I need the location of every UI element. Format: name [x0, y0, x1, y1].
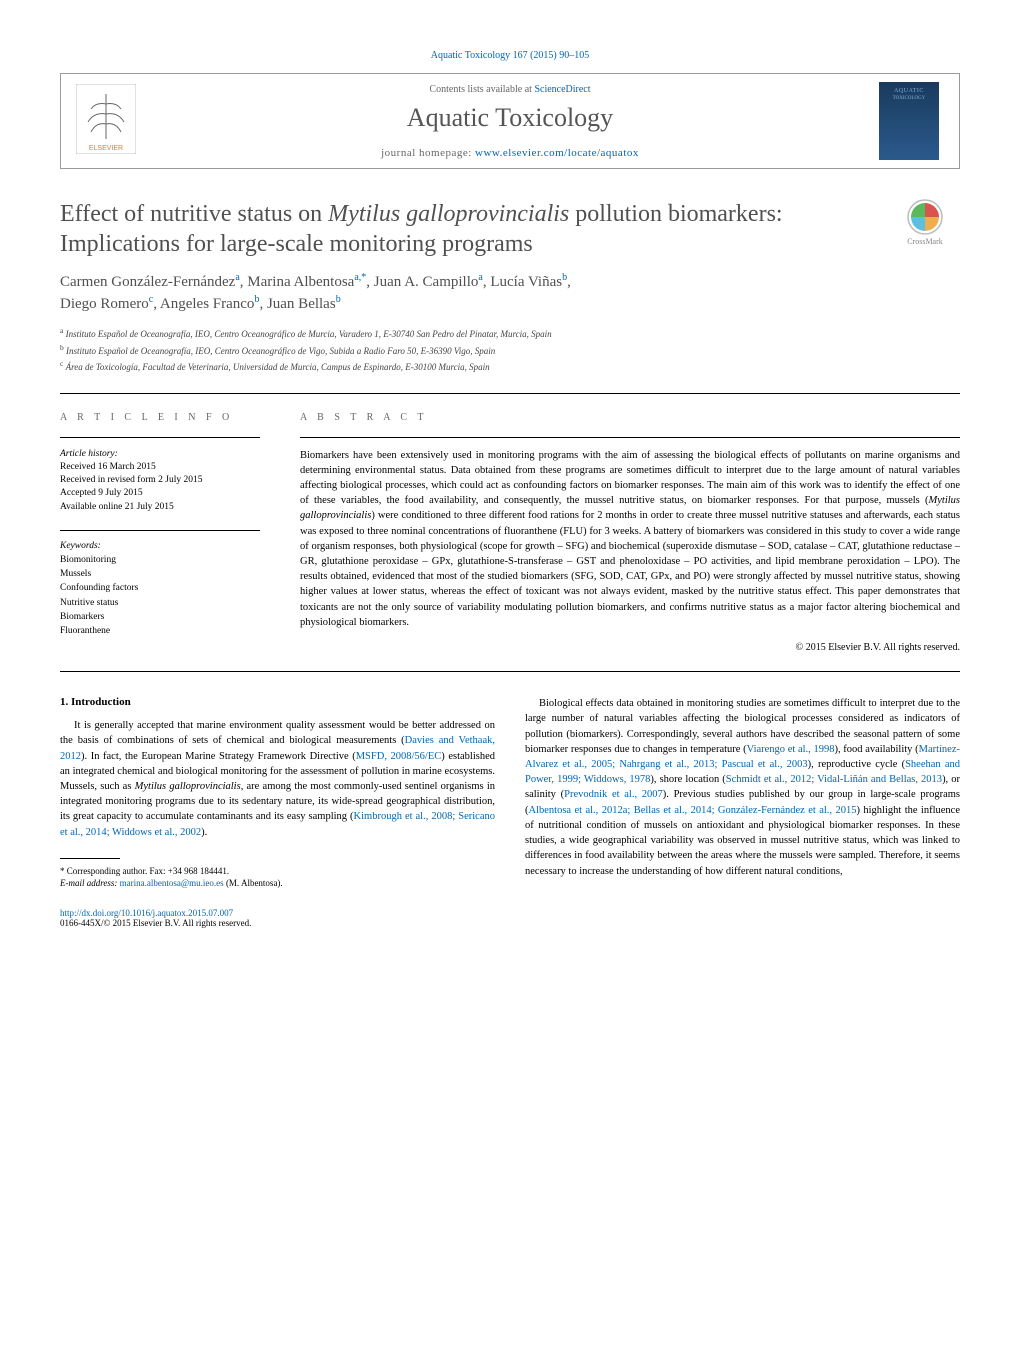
- copyright: © 2015 Elsevier B.V. All rights reserved…: [300, 642, 960, 653]
- divider: [60, 393, 960, 394]
- email-link[interactable]: marina.albentosa@mu.ieo.es: [120, 878, 224, 888]
- affiliations: a Instituto Español de Oceanografía, IEO…: [60, 325, 960, 375]
- article-info-heading: a r t i c l e i n f o: [60, 412, 260, 423]
- abstract-heading: a b s t r a c t: [300, 412, 960, 423]
- divider: [60, 437, 260, 438]
- intro-right-text: Biological effects data obtained in moni…: [525, 696, 960, 879]
- divider: [300, 437, 960, 438]
- doi-link[interactable]: http://dx.doi.org/10.1016/j.aquatox.2015…: [60, 908, 233, 918]
- abstract-text: Biomarkers have been extensively used in…: [300, 448, 960, 631]
- crossmark-label: CrossMark: [890, 237, 960, 246]
- sciencedirect-link[interactable]: ScienceDirect: [534, 84, 590, 95]
- svg-text:ELSEVIER: ELSEVIER: [89, 145, 123, 152]
- authors: Carmen González-Fernándeza, Marina Alben…: [60, 271, 960, 315]
- publisher-logo-cell: ELSEVIER: [61, 84, 151, 159]
- article-history: Article history: Received 16 March 2015 …: [60, 448, 260, 514]
- elsevier-logo-icon: ELSEVIER: [76, 84, 136, 154]
- journal-cover-icon: [879, 82, 939, 160]
- homepage-line: journal homepage: www.elsevier.com/locat…: [151, 147, 869, 159]
- citation-link[interactable]: Schmidt et al., 2012; Vidal-Liñán and Be…: [726, 774, 942, 785]
- footnote-divider: [60, 858, 120, 859]
- doi-block: http://dx.doi.org/10.1016/j.aquatox.2015…: [60, 908, 495, 928]
- citation-link[interactable]: Viarengo et al., 1998: [747, 744, 835, 755]
- keywords-block: Keywords: Biomonitoring Mussels Confound…: [60, 541, 260, 639]
- contents-available-line: Contents lists available at ScienceDirec…: [151, 84, 869, 95]
- header-citation: Aquatic Toxicology 167 (2015) 90–105: [60, 50, 960, 61]
- header-box: ELSEVIER Contents lists available at Sci…: [60, 73, 960, 169]
- divider: [60, 530, 260, 531]
- cover-thumb-cell: [869, 82, 959, 160]
- crossmark-badge[interactable]: CrossMark: [890, 199, 960, 246]
- intro-left-text: It is generally accepted that marine env…: [60, 718, 495, 840]
- divider: [60, 671, 960, 672]
- citation-link[interactable]: Prevodnik et al., 2007: [564, 789, 663, 800]
- journal-name: Aquatic Toxicology: [151, 103, 869, 133]
- citation-link[interactable]: Aquatic Toxicology 167 (2015) 90–105: [431, 50, 590, 61]
- article-title: Effect of nutritive status on Mytilus ga…: [60, 199, 870, 259]
- corresponding-author-footnote: * Corresponding author. Fax: +34 968 184…: [60, 865, 495, 890]
- crossmark-icon: [907, 199, 943, 235]
- citation-link[interactable]: MSFD, 2008/56/EC: [356, 751, 442, 762]
- homepage-link[interactable]: www.elsevier.com/locate/aquatox: [475, 147, 639, 159]
- citation-link[interactable]: Albentosa et al., 2012a; Bellas et al., …: [529, 805, 857, 816]
- intro-heading: 1. Introduction: [60, 696, 495, 708]
